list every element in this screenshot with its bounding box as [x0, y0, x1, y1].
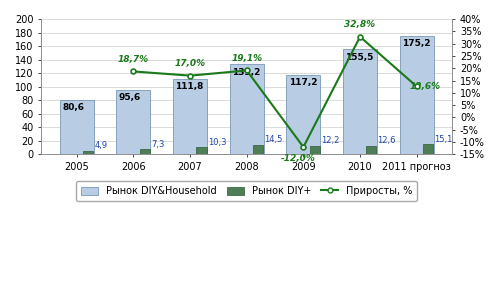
Bar: [423, 144, 433, 154]
Bar: [400, 36, 434, 154]
Text: 7,3: 7,3: [151, 140, 164, 149]
Text: 10,3: 10,3: [208, 138, 226, 147]
Text: 12,2: 12,2: [321, 137, 340, 145]
Bar: [286, 75, 320, 154]
Text: 19,1%: 19,1%: [231, 54, 262, 63]
Text: 175,2: 175,2: [402, 39, 430, 48]
Bar: [196, 147, 206, 154]
Text: 80,6: 80,6: [62, 103, 84, 112]
Text: 155,5: 155,5: [346, 52, 374, 62]
Bar: [60, 100, 94, 154]
Text: 15,1: 15,1: [434, 135, 452, 144]
Bar: [83, 151, 93, 154]
Text: 32,8%: 32,8%: [344, 20, 376, 29]
Bar: [343, 49, 377, 154]
Bar: [366, 146, 376, 154]
Bar: [253, 144, 263, 154]
Text: 117,2: 117,2: [288, 78, 317, 87]
Bar: [173, 79, 207, 154]
Text: -12,0%: -12,0%: [280, 154, 315, 163]
Bar: [116, 90, 150, 154]
Bar: [310, 146, 320, 154]
Text: 133,2: 133,2: [232, 68, 260, 77]
Text: 17,0%: 17,0%: [174, 59, 206, 68]
Text: 95,6: 95,6: [118, 93, 141, 102]
Bar: [230, 64, 264, 154]
Text: 12,6: 12,6: [378, 136, 396, 145]
Bar: [140, 149, 150, 154]
Text: 12,6%: 12,6%: [410, 82, 440, 91]
Legend: Рынок DIY&Household, Рынок DIY+, Приросты, %: Рынок DIY&Household, Рынок DIY+, Прирост…: [76, 181, 417, 201]
Text: 111,8: 111,8: [176, 82, 204, 91]
Text: 14,5: 14,5: [264, 135, 282, 144]
Text: 18,7%: 18,7%: [118, 55, 149, 64]
Text: 4,9: 4,9: [94, 141, 108, 150]
